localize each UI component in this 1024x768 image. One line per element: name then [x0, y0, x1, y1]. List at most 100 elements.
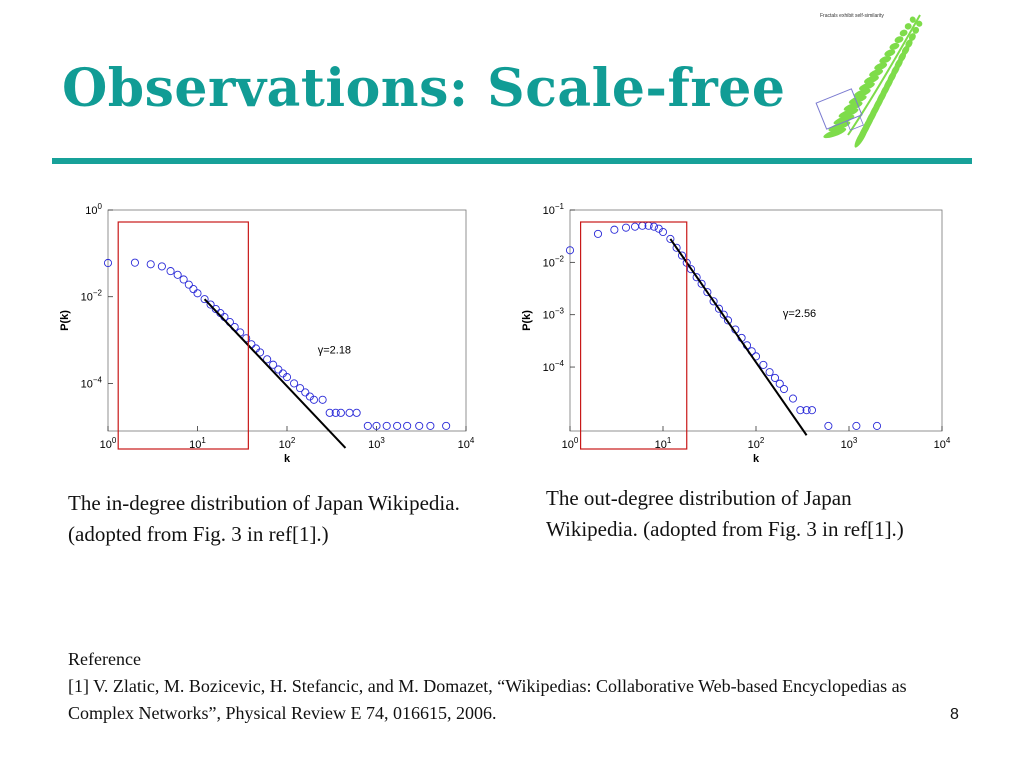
- data-point: [703, 288, 712, 297]
- data-point: [723, 316, 733, 325]
- x-tick-label: 104: [934, 436, 951, 451]
- data-point: [426, 421, 435, 430]
- title-divider: [52, 158, 972, 164]
- data-point: [263, 355, 272, 364]
- data-point: [692, 273, 701, 282]
- fern-leaf: [838, 108, 859, 118]
- gamma-annotation: γ=2.56: [783, 308, 816, 320]
- fern-leaf: [904, 23, 912, 30]
- x-tick-label: 103: [841, 436, 858, 451]
- data-point: [393, 421, 402, 430]
- fern-leaf: [912, 26, 920, 34]
- y-tick-label: 100: [85, 202, 102, 217]
- y-tick-label: 10−2: [543, 254, 565, 269]
- fern-illustration: [823, 14, 923, 148]
- fern-leaf: [884, 49, 896, 57]
- data-point: [352, 408, 361, 417]
- highlight-box: [117, 221, 249, 450]
- data-point: [296, 384, 305, 393]
- y-axis-label: P(k): [59, 310, 71, 331]
- data-point: [269, 360, 278, 369]
- data-point: [193, 289, 202, 298]
- data-point: [714, 304, 724, 313]
- fern-leaf: [833, 114, 855, 125]
- data-point: [677, 251, 687, 260]
- data-point: [649, 222, 659, 231]
- data-point: [309, 395, 318, 404]
- data-point: [610, 225, 619, 234]
- data-point: [765, 368, 774, 377]
- slide-title: Observations: Scale-free: [62, 58, 786, 119]
- data-point: [779, 384, 789, 394]
- y-tick-label: 10−1: [543, 202, 565, 217]
- data-point: [372, 421, 381, 430]
- data-point: [807, 406, 817, 415]
- fern-leaf: [869, 69, 883, 77]
- data-point: [274, 365, 283, 374]
- data-point: [200, 295, 209, 304]
- gamma-annotation: γ=2.18: [318, 345, 351, 357]
- y-tick-label: 10−3: [543, 307, 565, 322]
- x-tick-label: 102: [748, 436, 765, 451]
- data-point: [442, 421, 451, 430]
- fern-leaf: [894, 36, 904, 44]
- data-point: [206, 300, 215, 309]
- data-point: [325, 408, 334, 417]
- data-point: [403, 421, 412, 430]
- data-point: [802, 406, 811, 415]
- x-tick-label: 103: [368, 436, 385, 451]
- data-point: [697, 279, 706, 288]
- data-point: [658, 227, 668, 237]
- fern-caption: Fractals exhibit self-similarity: [820, 13, 884, 19]
- fern-leaf: [848, 95, 867, 105]
- data-point: [382, 421, 391, 430]
- page-number: 8: [950, 706, 959, 723]
- reference-block: Reference [1] V. Zlatic, M. Bozicevic, H…: [68, 646, 968, 727]
- fern-leaf: [828, 121, 851, 132]
- data-point: [331, 408, 340, 417]
- fern-leaf: [909, 16, 916, 23]
- x-axis-label: k: [753, 453, 760, 465]
- data-point: [301, 388, 310, 397]
- x-tick-label: 100: [562, 436, 579, 451]
- fern-leaf: [823, 127, 847, 139]
- fern-leaf: [916, 20, 923, 27]
- data-point: [666, 234, 675, 243]
- data-point: [759, 360, 768, 369]
- y-tick-label: 10−4: [543, 359, 565, 374]
- data-point: [852, 421, 861, 430]
- fern-leaf: [858, 82, 875, 91]
- self-similarity-box-small: [846, 115, 864, 131]
- reference-text: [1] V. Zlatic, M. Bozicevic, H. Stefanci…: [68, 676, 907, 723]
- x-axis-label: k: [284, 453, 291, 465]
- x-tick-label: 104: [458, 436, 475, 451]
- data-point: [103, 258, 113, 268]
- fern-leaf: [864, 75, 879, 84]
- in-degree-caption: The in-degree distribution of Japan Wiki…: [68, 491, 460, 546]
- data-point: [709, 297, 718, 306]
- data-point: [770, 373, 780, 382]
- data-point: [336, 408, 345, 417]
- data-point: [363, 421, 372, 430]
- data-point: [788, 394, 798, 403]
- plot-frame: [107, 209, 467, 432]
- data-point: [157, 262, 166, 271]
- out-degree-caption: The out-degree distribution of Japan Wik…: [546, 486, 904, 541]
- data-point: [256, 348, 265, 357]
- fern-leaf: [908, 33, 916, 41]
- y-axis-label: P(k): [521, 310, 533, 331]
- fern-leaf: [899, 29, 908, 37]
- data-point: [211, 304, 220, 314]
- data-point: [872, 421, 882, 430]
- data-point: [565, 246, 575, 255]
- data-point: [179, 275, 188, 284]
- data-point: [166, 267, 175, 276]
- y-tick-label: 10−2: [81, 289, 103, 304]
- data-point: [621, 223, 631, 232]
- data-point: [796, 406, 805, 415]
- data-point: [318, 395, 327, 404]
- power-law-fit-line: [203, 298, 347, 449]
- data-point: [173, 270, 182, 279]
- x-tick-label: 102: [279, 436, 296, 451]
- fern-leaf: [901, 45, 910, 56]
